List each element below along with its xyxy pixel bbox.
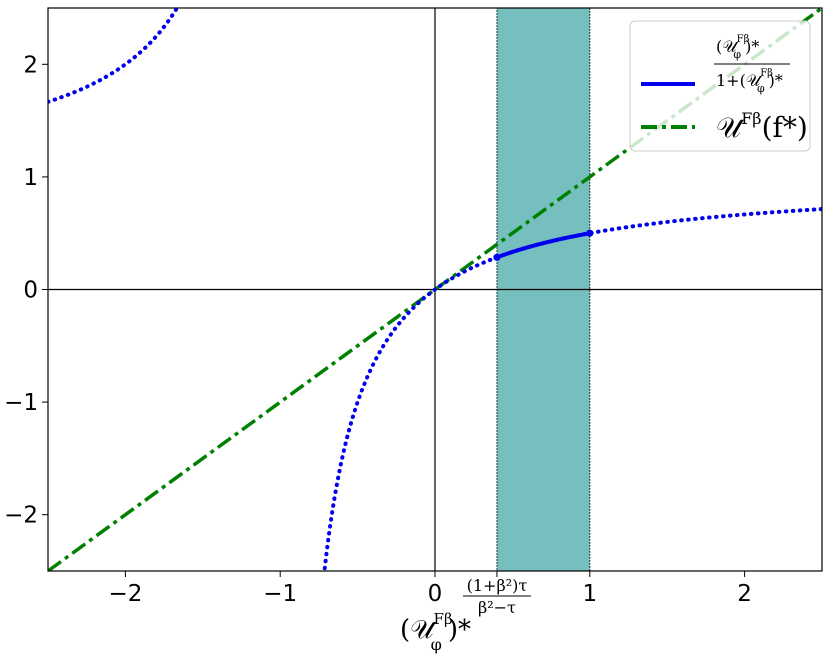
x-tick-label: 0 [428,581,443,607]
fraction-numerator: (1+β²)τ [467,576,528,595]
legend: (𝒰Fβ φ)* 1+(𝒰Fβ φ)* 𝒰Fβ(f*) [629,20,811,152]
y-tick-label: 0 [23,278,38,304]
legend-label-identity: 𝒰Fβ(f*) [716,109,808,144]
series-line-identity [48,8,822,571]
y-axis-ticks: −2 −1 0 1 2 [4,52,48,529]
x-tick-label-fraction: (1+β²)τ β²−τ [462,576,531,617]
y-tick-label: 2 [23,52,38,78]
fraction-denominator: β²−τ [478,598,516,617]
legend-ratio-denominator: 1+(𝒰Fβ φ)* [716,68,783,95]
x-tick-label: −2 [108,581,142,607]
x-tick-label: 2 [737,581,752,607]
series-line-ratio-dotted-left [48,8,180,104]
endpoint-marker-left [493,253,501,261]
x-axis-label: (𝒰Fβ φ)* [400,610,471,654]
series-line-ratio-solid [496,231,591,260]
y-tick-label: 1 [23,165,38,191]
legend-ratio-numerator: (𝒰Fβ φ)* [716,34,759,61]
y-tick-label: −1 [4,390,38,416]
x-tick-label: −1 [263,581,297,607]
y-tick-label: −2 [4,503,38,529]
endpoint-marker-right [586,229,594,237]
x-tick-label: 1 [582,581,597,607]
legend-box [629,20,811,152]
x-axis-ticks: −2 −1 0 1 2 [108,571,752,607]
legend-label-ratio: (𝒰Fβ φ)* 1+(𝒰Fβ φ)* [714,34,790,95]
